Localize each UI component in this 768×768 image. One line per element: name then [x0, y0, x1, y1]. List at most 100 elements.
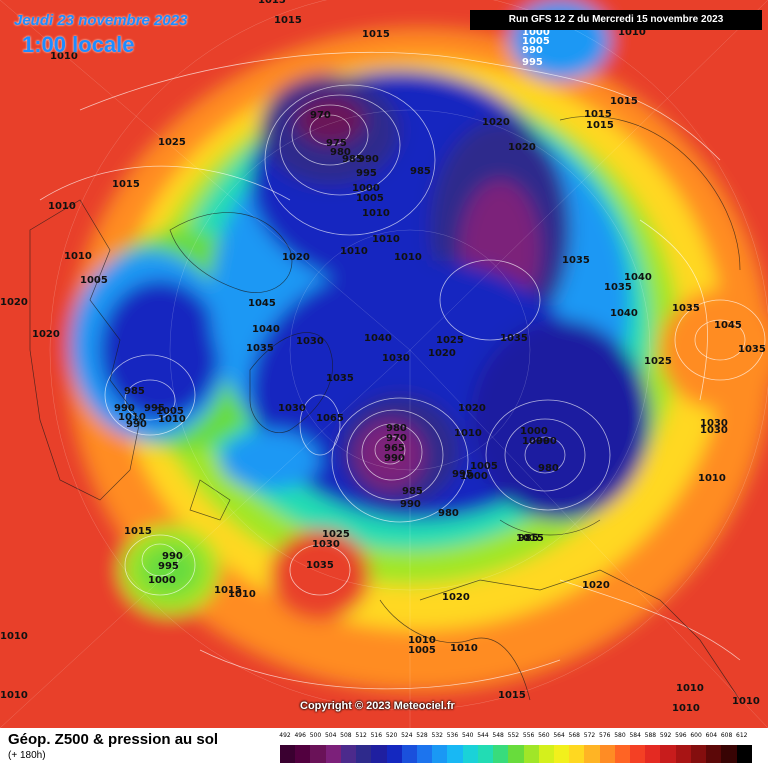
isobar-label: 1010: [48, 201, 76, 212]
isobar-label: 1010: [64, 251, 92, 262]
isobar-label: 1035: [306, 560, 334, 571]
isobar-label: 990: [384, 453, 405, 464]
color-scale-tick: 588: [644, 732, 657, 739]
isobar-label: 1020: [442, 592, 470, 603]
isobar-label: 985: [402, 486, 423, 497]
isobar-label: 1025: [158, 137, 186, 148]
isobar-label: 1015: [112, 179, 140, 190]
isobar-label: 1010: [372, 234, 400, 245]
isobar-label: 1030: [700, 418, 728, 429]
isobar-label: 990: [162, 551, 183, 562]
grid-graticule: [0, 0, 768, 728]
isobar-label: 1020: [428, 348, 456, 359]
color-scale-tick: 552: [507, 732, 520, 739]
isobar-label: 1020: [582, 580, 610, 591]
isobar-label: 1010: [408, 635, 436, 646]
color-scale-tick: 492: [279, 732, 291, 739]
color-scale-tick: 536: [446, 732, 459, 739]
color-scale-tick: 600: [690, 732, 702, 739]
color-scale-swatch: [630, 745, 646, 763]
isobar-label: 1040: [610, 308, 638, 319]
copyright-notice: Copyright © 2023 Meteociel.fr: [300, 700, 455, 712]
color-scale-swatch: [599, 745, 615, 763]
coastlines: [29, 116, 741, 701]
model-run-banner: Run GFS 12 Z du Mercredi 15 novembre 202…: [470, 10, 762, 30]
color-scale-tick: 496: [294, 732, 306, 739]
color-scale-tick: 612: [736, 732, 748, 739]
isobar-label: 1010: [228, 589, 256, 600]
isobar-label: 970: [386, 433, 407, 444]
color-scale-tick: 568: [568, 732, 580, 739]
isobar-label: 1010: [618, 27, 646, 38]
isobar-label: 1005: [522, 36, 550, 47]
isobar-label: 1020: [508, 142, 536, 153]
color-scale-swatch: [340, 745, 357, 763]
color-scale-swatch: [401, 745, 417, 763]
isobar-label: 980: [330, 147, 351, 158]
isobar-label: 1065: [316, 413, 344, 424]
isobar-label: 995: [356, 168, 377, 179]
isobar-label: 1020: [458, 403, 486, 414]
isobar-label: 1035: [500, 333, 528, 344]
isobar-label: 1015: [274, 15, 302, 26]
color-scale-swatch: [721, 745, 737, 763]
isobar-label: 1020: [482, 117, 510, 128]
color-scale-swatch: [447, 745, 463, 763]
isobar-label: 990: [358, 154, 379, 165]
color-scale-swatch: [614, 745, 631, 763]
isobar-label: 1000: [460, 471, 488, 482]
color-scale-swatch: [690, 745, 707, 763]
color-scale-tick: 504: [324, 732, 337, 739]
isobar-label: 985: [518, 533, 539, 544]
isobar-label: 1010: [732, 696, 760, 707]
color-scale-tick: 572: [583, 732, 596, 739]
color-scale-swatch: [386, 745, 402, 763]
color-scale-swatch: [280, 745, 296, 763]
color-scale-tick: 528: [416, 732, 428, 739]
isobar-label: 1000: [520, 426, 548, 437]
isobar-label: 1045: [714, 320, 742, 331]
isobar-label: 1015: [362, 29, 390, 40]
isobar-label: 1015: [610, 96, 638, 107]
isobar-label: 1005: [470, 461, 498, 472]
isobar-label: 1035: [738, 344, 766, 355]
isobar-label: 1005: [356, 193, 384, 204]
isobar-label: 1035: [604, 282, 632, 293]
isobar-label: 1010: [454, 428, 482, 439]
color-scale-tick: 520: [385, 732, 398, 739]
isobar-label: 970: [310, 110, 331, 121]
isobar-label: 1030: [296, 336, 324, 347]
color-scale-tick: 524: [401, 732, 413, 739]
color-scale-swatch: [295, 745, 311, 763]
isobar-label: 1010: [340, 246, 368, 257]
isobar-label: 980: [438, 508, 459, 519]
isobar-label: 1000: [522, 436, 550, 447]
isobar-label: 990: [522, 45, 543, 56]
color-scale-tick: 512: [355, 732, 367, 739]
isobar-label: 1040: [252, 324, 280, 335]
color-scale-tick: 604: [705, 732, 718, 739]
isobar-label: 1005: [408, 645, 436, 656]
isobar-label: 1035: [672, 303, 700, 314]
isobar-label: 980: [386, 423, 407, 434]
isobar-label: 1000: [522, 27, 550, 38]
isobar-label: 980: [538, 463, 559, 474]
isobar-label: 1010: [676, 683, 704, 694]
color-scale-swatch: [508, 745, 524, 763]
isobar-label: 1030: [382, 353, 410, 364]
isobar-label: 995: [144, 403, 165, 414]
color-scale-tick: 540: [461, 732, 474, 739]
color-scale-swatch: [416, 745, 433, 763]
color-scale-swatch: [538, 745, 554, 763]
isobar-label: 1005: [80, 275, 108, 286]
isobar-label: 1030: [312, 539, 340, 550]
isobar-label: 1015: [498, 690, 526, 701]
isobar-label: 1000: [148, 575, 176, 586]
color-scale-tick: 544: [477, 732, 489, 739]
color-scale-swatch: [432, 745, 448, 763]
color-scale-tick: 516: [370, 732, 383, 739]
isobar-label: 1040: [624, 272, 652, 283]
color-scale-swatch: [371, 745, 387, 763]
isobar-label: 995: [522, 57, 543, 68]
